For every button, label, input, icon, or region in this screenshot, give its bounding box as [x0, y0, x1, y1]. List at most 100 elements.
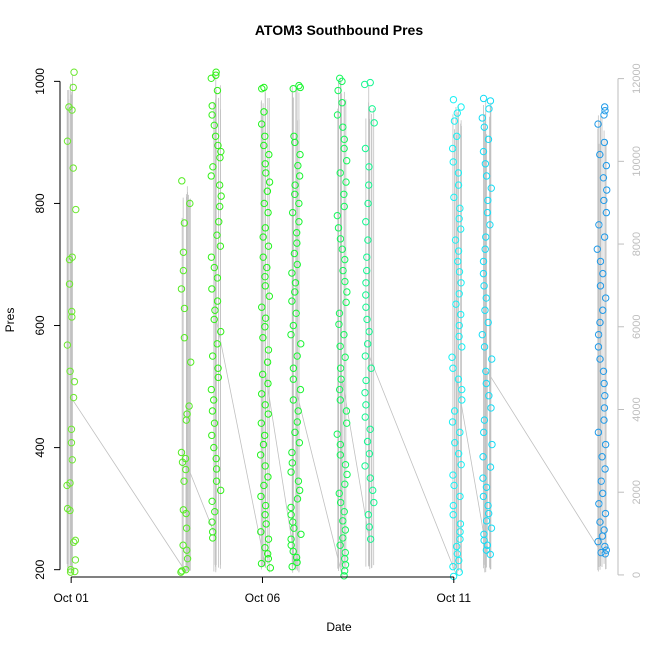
- data-point: [600, 379, 608, 388]
- data-point: [217, 327, 225, 336]
- data-point: [336, 342, 344, 350]
- data-point: [295, 81, 303, 90]
- data-point: [289, 396, 298, 404]
- data-point: [601, 509, 610, 518]
- data-point: [451, 236, 460, 244]
- data-point: [338, 99, 346, 107]
- data-point: [481, 306, 489, 314]
- data-point: [478, 114, 486, 122]
- data-point: [213, 340, 221, 348]
- data-point: [487, 404, 495, 412]
- data-point: [367, 364, 375, 372]
- data-point: [212, 454, 220, 463]
- data-point: [289, 321, 298, 330]
- data-point: [484, 196, 492, 205]
- data-point: [486, 97, 495, 105]
- data-point: [603, 186, 611, 194]
- data-point: [364, 236, 372, 244]
- data-point: [361, 462, 369, 470]
- data-point: [69, 393, 78, 402]
- data-point: [339, 266, 347, 275]
- data-point: [596, 150, 604, 159]
- data-point: [261, 224, 270, 232]
- data-point: [177, 568, 185, 576]
- data-point: [293, 495, 302, 503]
- data-point: [340, 572, 348, 580]
- data-point: [363, 315, 371, 324]
- data-point: [261, 314, 270, 322]
- data-point: [601, 542, 609, 551]
- data-point: [71, 556, 80, 564]
- data-point: [63, 341, 72, 349]
- data-point: [483, 208, 492, 217]
- y-tick-label: 800: [33, 193, 47, 213]
- data-point: [341, 526, 350, 534]
- data-point: [341, 548, 349, 557]
- data-point: [335, 320, 343, 328]
- data-point: [448, 144, 457, 153]
- data-point: [362, 218, 370, 226]
- data-point: [455, 321, 463, 330]
- data-point: [342, 157, 351, 165]
- data-point: [261, 462, 269, 470]
- data-point: [340, 330, 348, 339]
- data-point: [260, 141, 268, 150]
- data-point: [487, 524, 496, 532]
- data-point: [293, 260, 301, 269]
- data-point: [343, 470, 351, 479]
- data-point: [449, 562, 457, 571]
- data-point: [361, 413, 369, 421]
- data-point: [217, 192, 225, 200]
- data-point: [69, 538, 78, 546]
- data-point: [448, 418, 457, 426]
- data-point: [258, 370, 267, 379]
- x-axis-label: Date: [326, 620, 352, 634]
- data-point: [602, 208, 611, 217]
- data-point: [480, 343, 489, 351]
- data-point: [361, 80, 369, 89]
- data-point: [366, 425, 374, 433]
- data-point: [457, 310, 465, 319]
- data-point: [213, 86, 222, 95]
- data-point: [208, 407, 217, 415]
- data-point: [288, 459, 296, 467]
- data-point: [594, 428, 603, 437]
- data-point: [456, 492, 464, 501]
- data-point: [479, 147, 488, 156]
- data-point: [208, 518, 216, 526]
- data-point: [207, 385, 216, 394]
- data-point: [293, 418, 301, 426]
- data-point: [292, 229, 301, 237]
- data-point: [454, 181, 463, 189]
- data-point: [455, 215, 463, 223]
- data-point: [340, 507, 348, 516]
- data-point: [257, 559, 266, 568]
- data-point: [453, 132, 461, 140]
- data-point: [297, 530, 305, 538]
- data-point: [458, 396, 466, 404]
- data-point: [481, 160, 490, 168]
- data-point: [486, 463, 495, 471]
- data-point: [601, 106, 609, 115]
- data-point: [263, 550, 272, 558]
- data-point: [68, 307, 76, 316]
- data-point: [336, 498, 345, 507]
- y-tick-label: 1000: [33, 68, 47, 95]
- data-point: [215, 181, 224, 189]
- data-point: [216, 202, 224, 211]
- data-point: [287, 503, 295, 512]
- data-point: [263, 263, 271, 272]
- data-point: [598, 453, 606, 461]
- data-point: [179, 248, 188, 256]
- data-point: [178, 177, 186, 185]
- data-point: [180, 219, 189, 227]
- data-point: [454, 375, 463, 383]
- data-point: [293, 558, 301, 567]
- data-point: [260, 481, 268, 490]
- data-point: [480, 416, 489, 424]
- data-point: [364, 511, 373, 519]
- data-point: [296, 385, 305, 394]
- data-point: [484, 509, 493, 518]
- data-point: [211, 507, 219, 516]
- data-point: [291, 138, 299, 147]
